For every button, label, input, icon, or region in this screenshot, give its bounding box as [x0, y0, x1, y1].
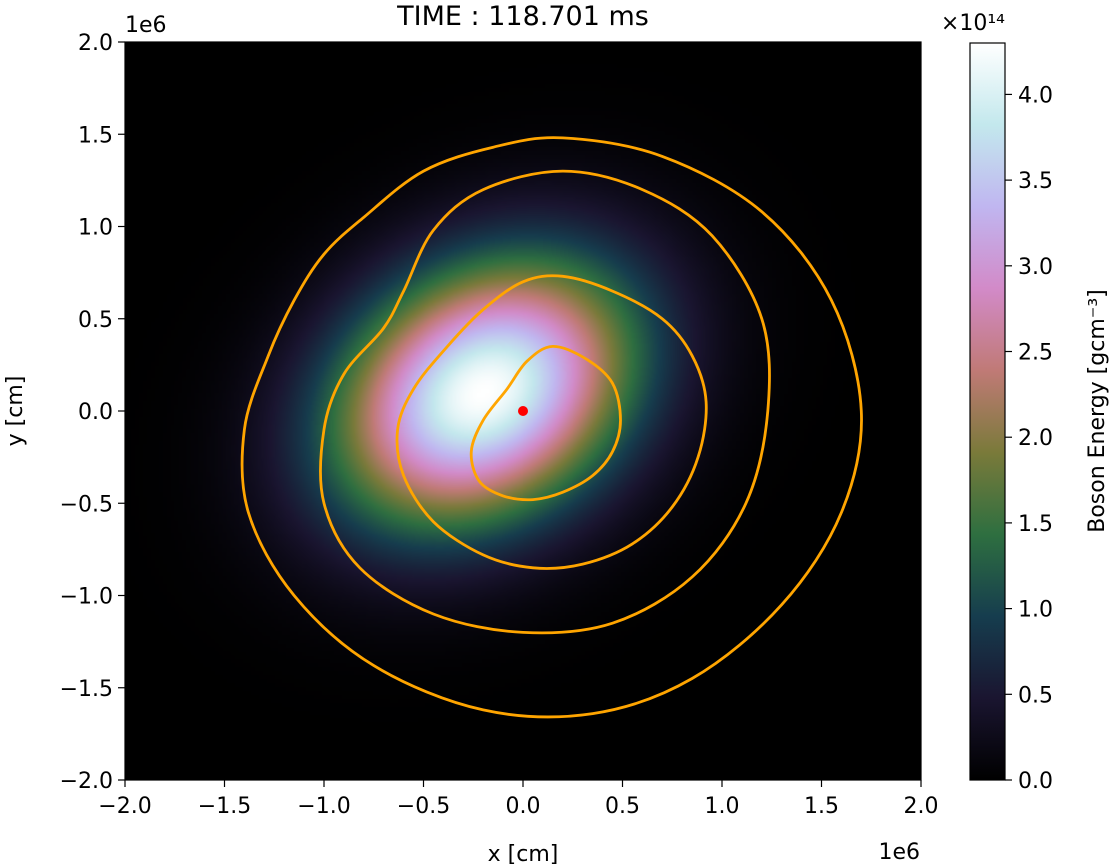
x-tick-label: 1.0	[705, 794, 740, 819]
colorbar-scale-label: ×10¹⁴	[941, 11, 1005, 36]
x-tick-label: −2.0	[98, 794, 151, 819]
y-tick-label: −1.0	[60, 585, 113, 610]
colorbar-tick-label: 0.0	[1018, 769, 1053, 794]
y-tick-label: −2.0	[60, 769, 113, 794]
colorbar-tick-label: 1.0	[1018, 598, 1053, 623]
y-axis-label: y [cm]	[3, 376, 28, 447]
y-tick-label: 1.5	[78, 123, 113, 148]
contour-line-1	[469, 344, 622, 502]
center-marker	[518, 406, 528, 416]
colorbar-tick-label: 0.5	[1018, 683, 1053, 708]
colorbar-gradient	[969, 42, 1006, 781]
colorbar-tick-label: 3.0	[1018, 255, 1053, 280]
chart-title: TIME : 118.701 ms	[396, 1, 649, 32]
x-tick-label: 1.5	[804, 794, 839, 819]
plot-area	[124, 41, 922, 781]
contour-line-2	[395, 274, 708, 570]
y-tick-label: −1.5	[60, 677, 113, 702]
y-tick-label: 0.0	[78, 400, 113, 425]
colorbar-tick-label: 1.5	[1018, 512, 1053, 537]
colorbar-tick-label: 2.5	[1018, 341, 1053, 366]
colorbar: 0.0 0.5 1.0 1.5 2.0 2.5 3.0 3.5 4.0 ×10¹⁴ Boson …	[941, 11, 1110, 794]
contour-lines	[240, 136, 863, 719]
colorbar-tick-label: 4.0	[1018, 83, 1053, 108]
colorbar-ticks: 0.0 0.5 1.0 1.5 2.0 2.5 3.0 3.5 4.0	[1005, 83, 1053, 794]
x-tick-label: 0.0	[506, 794, 541, 819]
x-axis-label: x [cm]	[488, 842, 559, 867]
contour-line-4	[240, 136, 863, 719]
y-tick-label: −0.5	[60, 492, 113, 517]
x-tick-label: 0.5	[605, 794, 640, 819]
x-tick-label: −1.5	[198, 794, 251, 819]
x-axis: −2.0 −1.5 −1.0 −0.5 0.0 0.5 1.0 1.5 2.0	[98, 780, 939, 819]
y-tick-label: 1.0	[78, 216, 113, 241]
colorbar-tick-label: 2.0	[1018, 426, 1053, 451]
y-axis: −2.0 −1.5 −1.0 −0.5 0.0 0.5 1.0 1.5 2.0	[60, 31, 125, 794]
x-tick-label: −0.5	[397, 794, 450, 819]
y-tick-label: 0.5	[78, 308, 113, 333]
colorbar-label: Boson Energy [gcm⁻³]	[1085, 289, 1110, 533]
x-scale-label: 1e6	[878, 840, 920, 865]
x-tick-label: 2.0	[904, 794, 939, 819]
y-scale-label: 1e6	[125, 13, 167, 38]
y-tick-label: 2.0	[78, 31, 113, 56]
colorbar-tick-label: 3.5	[1018, 169, 1053, 194]
contour-line-3	[319, 169, 771, 635]
x-tick-label: −1.0	[297, 794, 350, 819]
